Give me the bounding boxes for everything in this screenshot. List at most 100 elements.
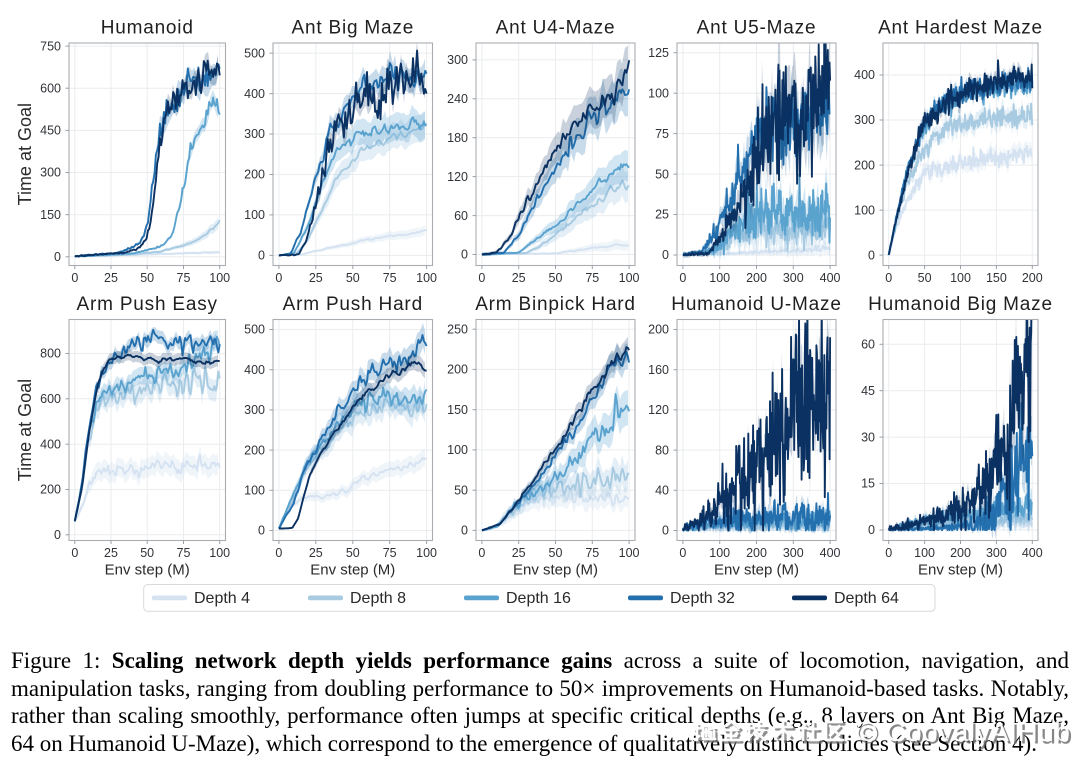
svg-text:120: 120 — [648, 403, 669, 417]
svg-text:50: 50 — [346, 271, 360, 285]
svg-text:75: 75 — [177, 271, 191, 285]
svg-text:125: 125 — [648, 46, 669, 60]
svg-text:200: 200 — [1022, 271, 1043, 285]
svg-text:0: 0 — [258, 524, 265, 538]
svg-text:300: 300 — [783, 546, 804, 560]
svg-text:150: 150 — [40, 208, 61, 222]
svg-text:160: 160 — [648, 363, 669, 377]
svg-text:0: 0 — [868, 248, 875, 262]
svg-text:200: 200 — [648, 323, 669, 337]
svg-text:100: 100 — [209, 271, 230, 285]
svg-text:600: 600 — [40, 81, 61, 95]
svg-text:0: 0 — [461, 248, 468, 262]
svg-text:50: 50 — [140, 546, 154, 560]
svg-text:600: 600 — [40, 392, 61, 406]
svg-text:Env step (M): Env step (M) — [310, 562, 395, 579]
svg-text:500: 500 — [244, 323, 265, 337]
svg-text:Ant Hardest Maze: Ant Hardest Maze — [878, 18, 1043, 39]
svg-text:300: 300 — [783, 271, 804, 285]
svg-text:0: 0 — [478, 271, 485, 285]
svg-text:100: 100 — [416, 546, 437, 560]
svg-text:0: 0 — [71, 546, 78, 560]
svg-text:100: 100 — [648, 86, 669, 100]
svg-text:25: 25 — [512, 546, 526, 560]
svg-text:Depth 16: Depth 16 — [506, 590, 571, 607]
svg-text:200: 200 — [40, 483, 61, 497]
svg-text:75: 75 — [585, 271, 599, 285]
svg-text:200: 200 — [950, 546, 971, 560]
svg-text:400: 400 — [1022, 546, 1043, 560]
svg-text:Humanoid: Humanoid — [101, 18, 194, 39]
svg-text:150: 150 — [986, 271, 1007, 285]
svg-text:250: 250 — [447, 322, 468, 336]
svg-text:25: 25 — [512, 271, 526, 285]
svg-text:300: 300 — [244, 403, 265, 417]
svg-text:300: 300 — [447, 53, 468, 67]
svg-text:Arm Binpick Hard: Arm Binpick Hard — [475, 294, 636, 315]
svg-text:100: 100 — [914, 546, 935, 560]
svg-text:100: 100 — [950, 271, 971, 285]
svg-text:75: 75 — [655, 127, 669, 141]
svg-text:400: 400 — [820, 271, 841, 285]
svg-text:25: 25 — [655, 208, 669, 222]
svg-text:25: 25 — [104, 546, 118, 560]
svg-text:50: 50 — [140, 271, 154, 285]
svg-text:500: 500 — [244, 46, 265, 60]
svg-text:50: 50 — [655, 167, 669, 181]
svg-text:0: 0 — [478, 546, 485, 560]
svg-text:Arm Push Easy: Arm Push Easy — [77, 294, 218, 315]
svg-text:0: 0 — [275, 271, 282, 285]
svg-text:450: 450 — [40, 124, 61, 138]
svg-text:100: 100 — [619, 546, 640, 560]
svg-text:Ant U4-Maze: Ant U4-Maze — [496, 18, 616, 39]
svg-text:Humanoid Big Maze: Humanoid Big Maze — [868, 294, 1053, 315]
svg-text:0: 0 — [275, 546, 282, 560]
svg-text:Depth 4: Depth 4 — [194, 590, 250, 607]
svg-text:Ant Big Maze: Ant Big Maze — [291, 18, 414, 39]
svg-text:Depth 64: Depth 64 — [834, 590, 899, 607]
svg-text:Time at Goal: Time at Goal — [15, 103, 35, 205]
svg-text:100: 100 — [709, 546, 730, 560]
svg-text:300: 300 — [854, 113, 875, 127]
svg-text:200: 200 — [447, 363, 468, 377]
svg-text:200: 200 — [244, 443, 265, 457]
svg-text:Env step (M): Env step (M) — [918, 562, 1003, 579]
svg-text:400: 400 — [244, 87, 265, 101]
svg-text:300: 300 — [986, 546, 1007, 560]
svg-text:0: 0 — [71, 271, 78, 285]
svg-text:400: 400 — [820, 546, 841, 560]
svg-text:200: 200 — [854, 158, 875, 172]
svg-text:60: 60 — [861, 338, 875, 352]
svg-text:Arm Push Hard: Arm Push Hard — [283, 294, 423, 315]
svg-text:50: 50 — [549, 271, 563, 285]
svg-text:0: 0 — [885, 546, 892, 560]
svg-text:200: 200 — [746, 271, 767, 285]
svg-text:0: 0 — [679, 546, 686, 560]
svg-text:Env step (M): Env step (M) — [513, 562, 598, 579]
svg-text:25: 25 — [104, 271, 118, 285]
svg-text:50: 50 — [918, 271, 932, 285]
svg-text:75: 75 — [383, 271, 397, 285]
svg-text:75: 75 — [585, 546, 599, 560]
svg-text:0: 0 — [679, 271, 686, 285]
svg-text:0: 0 — [54, 250, 61, 264]
svg-text:15: 15 — [861, 477, 875, 491]
svg-text:800: 800 — [40, 347, 61, 361]
svg-text:120: 120 — [447, 170, 468, 184]
svg-text:Ant U5-Maze: Ant U5-Maze — [697, 18, 817, 39]
svg-text:Env step (M): Env step (M) — [105, 562, 190, 579]
svg-text:25: 25 — [309, 271, 323, 285]
svg-text:100: 100 — [854, 203, 875, 217]
svg-text:0: 0 — [662, 248, 669, 262]
svg-text:100: 100 — [209, 546, 230, 560]
svg-text:30: 30 — [861, 430, 875, 444]
svg-text:400: 400 — [854, 68, 875, 82]
svg-text:0: 0 — [885, 271, 892, 285]
svg-text:300: 300 — [244, 127, 265, 141]
svg-text:50: 50 — [346, 546, 360, 560]
svg-text:45: 45 — [861, 384, 875, 398]
svg-text:25: 25 — [309, 546, 323, 560]
svg-text:0: 0 — [54, 528, 61, 542]
svg-text:200: 200 — [244, 168, 265, 182]
svg-text:Env step (M): Env step (M) — [714, 562, 799, 579]
